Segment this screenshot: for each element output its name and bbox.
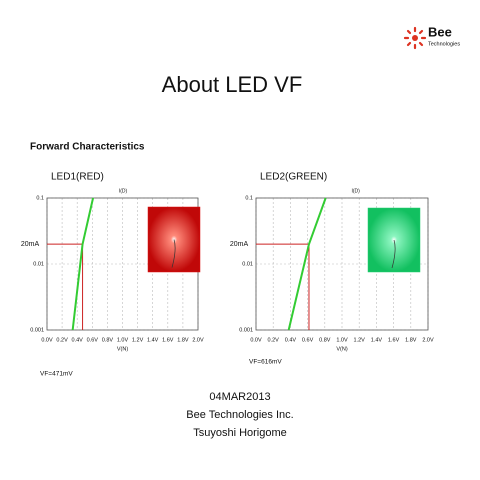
x-tick-label: 1.6V — [388, 337, 400, 343]
x-tick-label: 1.4V — [147, 337, 159, 343]
x-axis-label: V(N) — [336, 346, 347, 352]
slide-title: About LED VF — [162, 72, 303, 97]
x-tick-label: 1.4V — [371, 337, 383, 343]
series-legend: I(D) — [351, 188, 360, 194]
logo-subtitle: Technologies — [428, 41, 460, 47]
footer-author: Tsuyoshi Horigome — [193, 427, 287, 439]
vf-label: VF=616mV — [249, 359, 282, 366]
x-tick-label: 0.6V — [302, 337, 314, 343]
x-tick-label: 0.2V — [56, 337, 68, 343]
current-label: 20mA — [21, 241, 40, 248]
x-tick-label: 0.8V — [319, 337, 331, 343]
x-tick-label: 1.8V — [405, 337, 417, 343]
section-heading: Forward Characteristics — [30, 142, 145, 153]
x-tick-label: 0.0V — [250, 337, 262, 343]
footer-company: Bee Technologies Inc. — [186, 409, 293, 421]
y-tick-label: 0.01 — [33, 261, 44, 267]
y-tick-label: 0.1 — [36, 195, 44, 201]
x-tick-label: 1.2V — [132, 337, 144, 343]
y-tick-label: 0.001 — [239, 327, 253, 333]
vf-label: VF=471mV — [40, 371, 73, 378]
x-tick-label: 2.0V — [192, 337, 204, 343]
led-lead — [391, 239, 396, 269]
x-tick-label: 0.6V — [87, 337, 99, 343]
x-tick-label: 1.0V — [117, 337, 129, 343]
plot-frame — [255, 197, 429, 331]
x-tick-label: 1.0V — [336, 337, 348, 343]
y-tick-label: 0.001 — [30, 327, 44, 333]
logo-name: Bee — [428, 24, 452, 39]
chart-title: LED2(GREEN) — [260, 172, 327, 183]
x-tick-label: 0.2V — [268, 337, 280, 343]
x-tick-label: 0.4V — [285, 337, 297, 343]
footer-date: 04MAR2013 — [209, 391, 270, 403]
x-tick-label: 1.6V — [162, 337, 174, 343]
series-legend: I(D) — [119, 188, 128, 194]
current-label: 20mA — [230, 241, 249, 248]
x-tick-label: 2.0V — [422, 337, 434, 343]
x-tick-label: 1.8V — [177, 337, 189, 343]
logo-icon — [403, 26, 427, 50]
y-tick-label: 0.01 — [242, 261, 253, 267]
led-lead — [171, 239, 176, 268]
x-axis-label: V(N) — [117, 346, 128, 352]
series-line — [287, 197, 327, 331]
series-line — [71, 197, 95, 331]
chart-title: LED1(RED) — [51, 172, 104, 183]
x-tick-label: 0.0V — [41, 337, 53, 343]
x-tick-label: 0.8V — [102, 337, 114, 343]
y-tick-label: 0.1 — [245, 195, 253, 201]
x-tick-label: 1.2V — [354, 337, 366, 343]
x-tick-label: 0.4V — [72, 337, 84, 343]
